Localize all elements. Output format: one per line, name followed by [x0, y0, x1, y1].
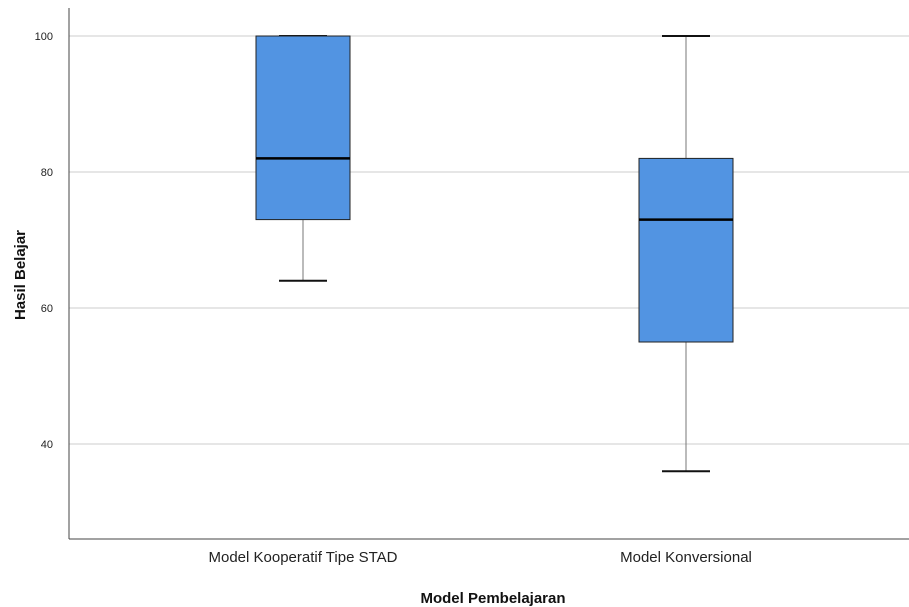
y-tick-label: 60 [41, 303, 53, 315]
box-group [638, 35, 734, 473]
boxes [255, 35, 734, 473]
iqr-box [638, 157, 734, 343]
y-tick-label: 40 [41, 439, 53, 451]
y-tick-label: 80 [41, 167, 53, 179]
y-axis-ticks: 40 60 80 100 [35, 31, 53, 451]
y-tick-label: 100 [35, 31, 53, 43]
gridlines [69, 35, 909, 445]
box-group [255, 35, 351, 282]
x-category-label: Model Konversional [620, 549, 752, 566]
y-axis-title: Hasil Belajar [12, 230, 29, 320]
iqr-box [255, 35, 351, 221]
x-category-label: Model Kooperatif Tipe STAD [209, 549, 398, 566]
x-axis-categories: Model Kooperatif Tipe STAD Model Konversi… [209, 549, 752, 566]
x-axis-title: Model Pembelajaran [420, 590, 565, 607]
